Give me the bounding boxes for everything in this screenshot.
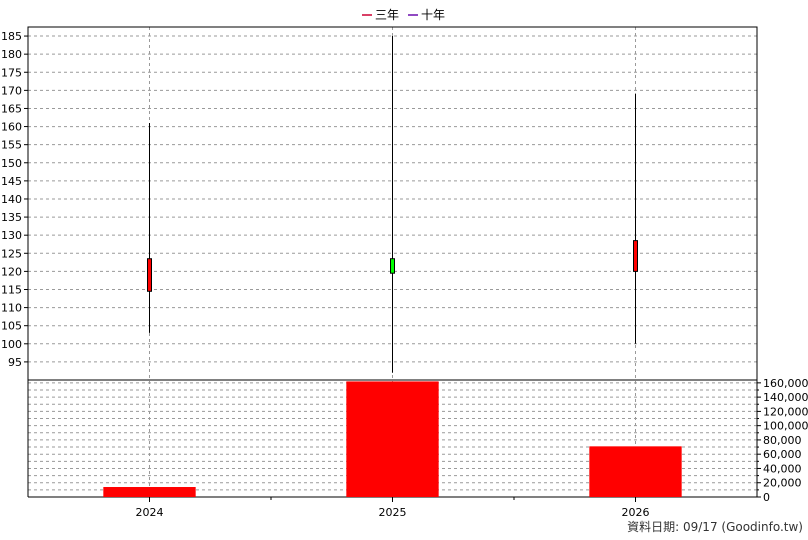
volume-tick-label: 60,000 (763, 448, 802, 461)
volume-bar (103, 487, 196, 497)
price-plot-frame (27, 26, 758, 381)
price-tick-label: 150 (1, 157, 22, 170)
candle-body (390, 258, 395, 274)
volume-tick-label: 100,000 (763, 420, 808, 433)
price-tick-label: 185 (1, 30, 22, 43)
price-tick-label: 145 (1, 175, 22, 188)
footer-note: 資料日期: 09/17 (Goodinfo.tw) (627, 520, 803, 534)
price-tick-label: 110 (1, 302, 22, 315)
volume-tick-label: 120,000 (763, 405, 808, 418)
price-tick-label: 175 (1, 66, 22, 79)
price-tick-label: 125 (1, 247, 22, 260)
price-tick-label: 115 (1, 283, 22, 296)
price-tick-label: 180 (1, 48, 22, 61)
volume-tick-label: 40,000 (763, 462, 802, 475)
price-tick-label: 155 (1, 139, 22, 152)
candle-body (147, 258, 152, 292)
legend-label-three-year: 三年 (375, 8, 399, 22)
x-tick-label: 2026 (622, 506, 650, 519)
volume-tick-label: 160,000 (763, 377, 808, 390)
price-tick-label: 130 (1, 229, 22, 242)
price-tick-label: 135 (1, 211, 22, 224)
volume-tick-label: 0 (763, 491, 770, 504)
legend: 三年 十年 (362, 8, 445, 22)
volume-panel: 020,00040,00060,00080,000100,000120,0001… (27, 377, 808, 504)
price-panel: 95 100 105 110 115 120 125 130 135 140 145 150 155 16… (1, 26, 758, 497)
volume-tick-label: 80,000 (763, 434, 802, 447)
price-tick-label: 160 (1, 121, 22, 134)
price-tick-label: 165 (1, 102, 22, 115)
price-tick-label: 120 (1, 265, 22, 278)
x-tick-label: 2025 (379, 506, 407, 519)
price-tick-label: 170 (1, 84, 22, 97)
x-tick-label: 2024 (136, 506, 164, 519)
volume-bar (346, 381, 439, 497)
volume-bar (589, 446, 682, 497)
price-tick-label: 100 (1, 338, 22, 351)
legend-label-ten-year: 十年 (421, 8, 445, 22)
price-tick-label: 105 (1, 320, 22, 333)
volume-tick-label: 20,000 (763, 477, 802, 490)
candle-body (633, 240, 638, 272)
price-tick-label: 95 (8, 356, 22, 369)
price-tick-label: 140 (1, 193, 22, 206)
volume-tick-label: 140,000 (763, 391, 808, 404)
